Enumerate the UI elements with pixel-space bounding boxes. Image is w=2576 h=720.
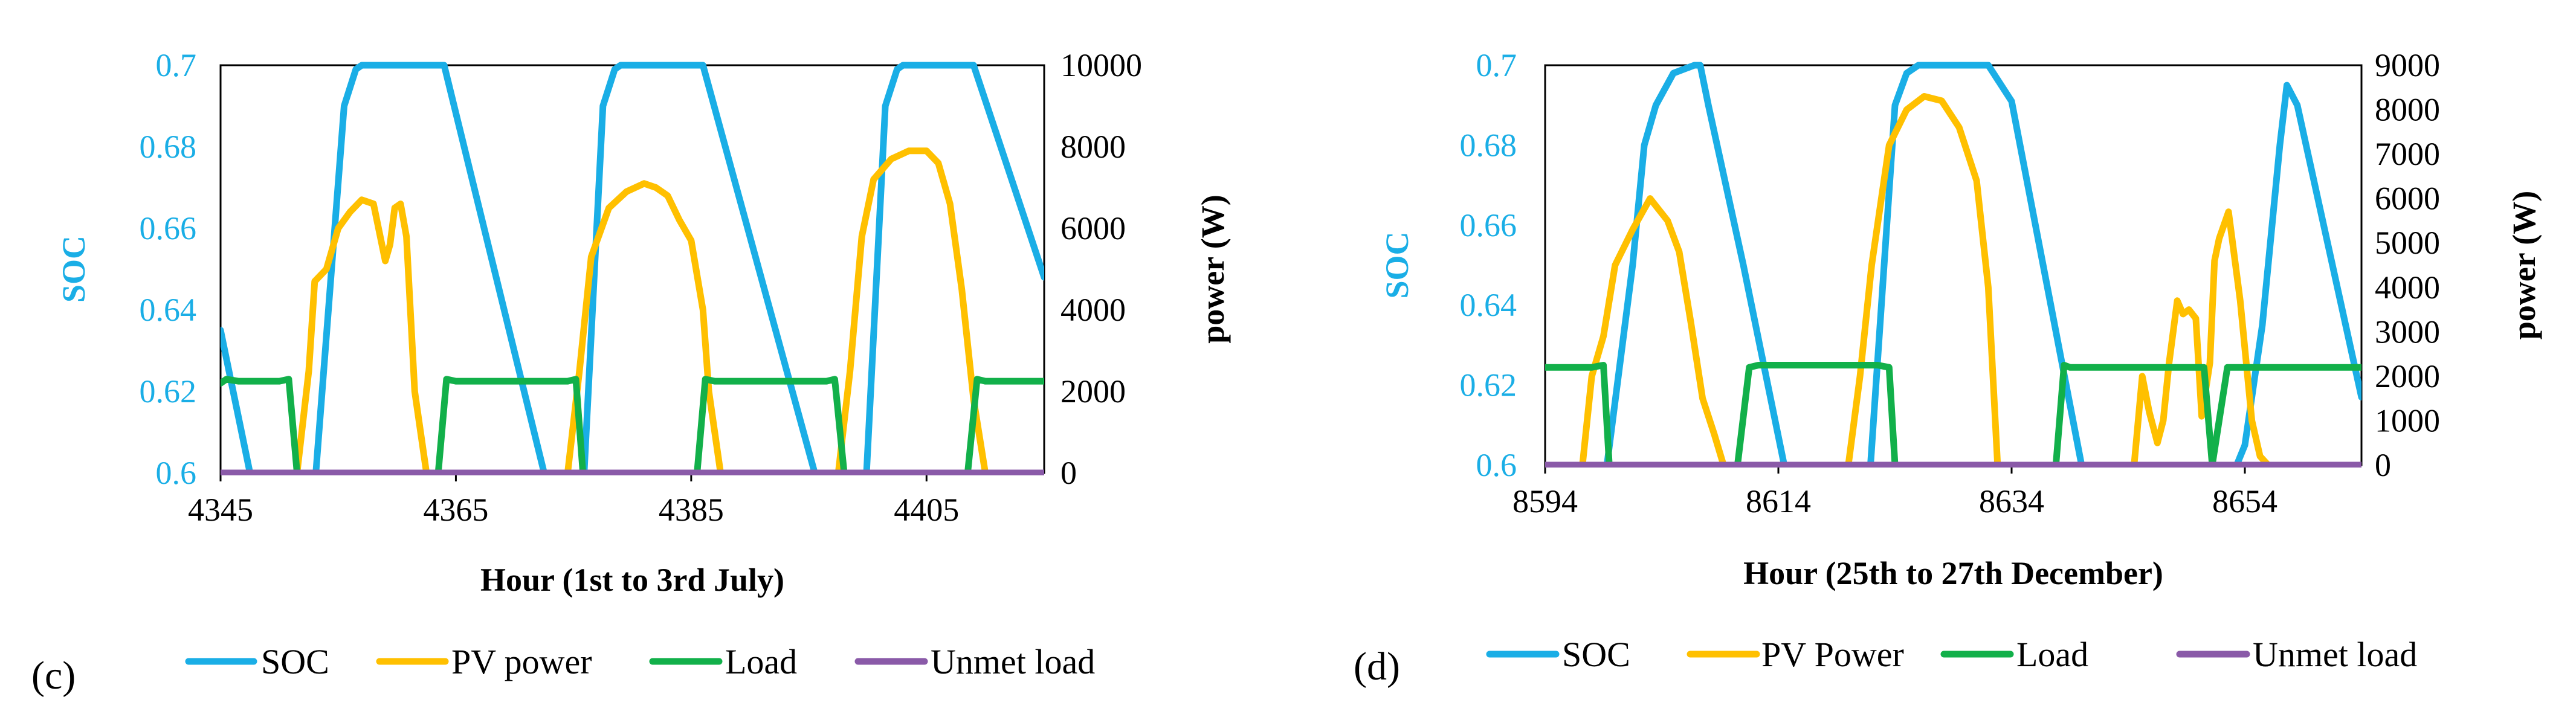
y-left-tick-label: 0.6: [156, 455, 197, 491]
y-right-axis-title: power (W): [1195, 194, 1231, 343]
y-left-tick-label: 0.64: [140, 292, 197, 328]
plot-frame: [1544, 64, 2363, 466]
y-right-tick-label: 4000: [2375, 269, 2440, 306]
y-left-tick-label: 0.62: [140, 373, 197, 410]
x-tick-label: 8614: [1746, 483, 1811, 519]
y-right-tick-label: 2000: [2375, 358, 2440, 394]
y-right-tick-label: 6000: [2375, 181, 2440, 217]
y-left-tick-label: 0.7: [156, 47, 197, 83]
series-line-pv-power: [1579, 93, 2272, 468]
x-tick-label: 4385: [659, 492, 724, 528]
y-right-tick-label: 3000: [2375, 313, 2440, 350]
series-line-soc: [221, 62, 1044, 475]
y-left-tick-label: 0.6: [1476, 447, 1517, 483]
y-left-axis-title: SOC: [1379, 231, 1415, 298]
y-left-tick-label: 0.62: [1460, 367, 1517, 403]
y-right-tick-label: 1000: [2375, 402, 2440, 439]
legend-label: SOC: [1562, 635, 1630, 674]
x-tick-label: 8594: [1512, 483, 1578, 519]
y-left-tick-label: 0.66: [1460, 207, 1517, 243]
y-right-tick-label: 8000: [1060, 129, 1126, 165]
x-tick-label: 8634: [1979, 483, 2044, 519]
legend-label: Unmet load: [931, 642, 1095, 681]
x-axis-title: Hour (25th to 27th December): [1743, 555, 2163, 591]
y-left-tick-label: 0.64: [1460, 287, 1517, 323]
legend-label: PV power: [451, 642, 592, 681]
y-right-axis-title: power (W): [2506, 191, 2542, 339]
y-right-tick-label: 7000: [2375, 136, 2440, 172]
x-tick-label: 4365: [423, 492, 488, 528]
legend-label: Load: [725, 642, 797, 681]
y-left-tick-label: 0.66: [140, 210, 197, 246]
y-left-tick-label: 0.68: [1460, 127, 1517, 163]
y-right-tick-label: 10000: [1060, 47, 1142, 83]
series-line-load: [1545, 362, 2361, 468]
x-tick-label: 8654: [2212, 483, 2277, 519]
y-right-tick-label: 9000: [2375, 47, 2440, 83]
y-right-tick-label: 2000: [1060, 373, 1126, 410]
panel-label: (c): [31, 654, 76, 698]
y-left-tick-label: 0.7: [1476, 47, 1517, 83]
legend-label: SOC: [261, 642, 329, 681]
y-left-axis-title: SOC: [56, 236, 92, 303]
x-tick-label: 4405: [894, 492, 959, 528]
x-tick-label: 4345: [188, 492, 253, 528]
legend-label: Unmet load: [2253, 635, 2417, 674]
series-line-soc: [1603, 62, 2361, 468]
legend-label: PV Power: [1761, 635, 1904, 674]
series-line-pv-power: [294, 147, 989, 475]
y-right-tick-label: 6000: [1060, 210, 1126, 246]
panel-label: (d): [1354, 644, 1400, 689]
legend-label: Load: [2016, 635, 2088, 674]
y-right-tick-label: 5000: [2375, 225, 2440, 261]
y-right-tick-label: 0: [1060, 455, 1077, 491]
y-right-tick-label: 8000: [2375, 92, 2440, 128]
x-axis-title: Hour (1st to 3rd July): [480, 562, 784, 598]
y-right-tick-label: 4000: [1060, 292, 1126, 328]
y-left-tick-label: 0.68: [140, 129, 197, 165]
y-right-tick-label: 0: [2375, 447, 2391, 483]
